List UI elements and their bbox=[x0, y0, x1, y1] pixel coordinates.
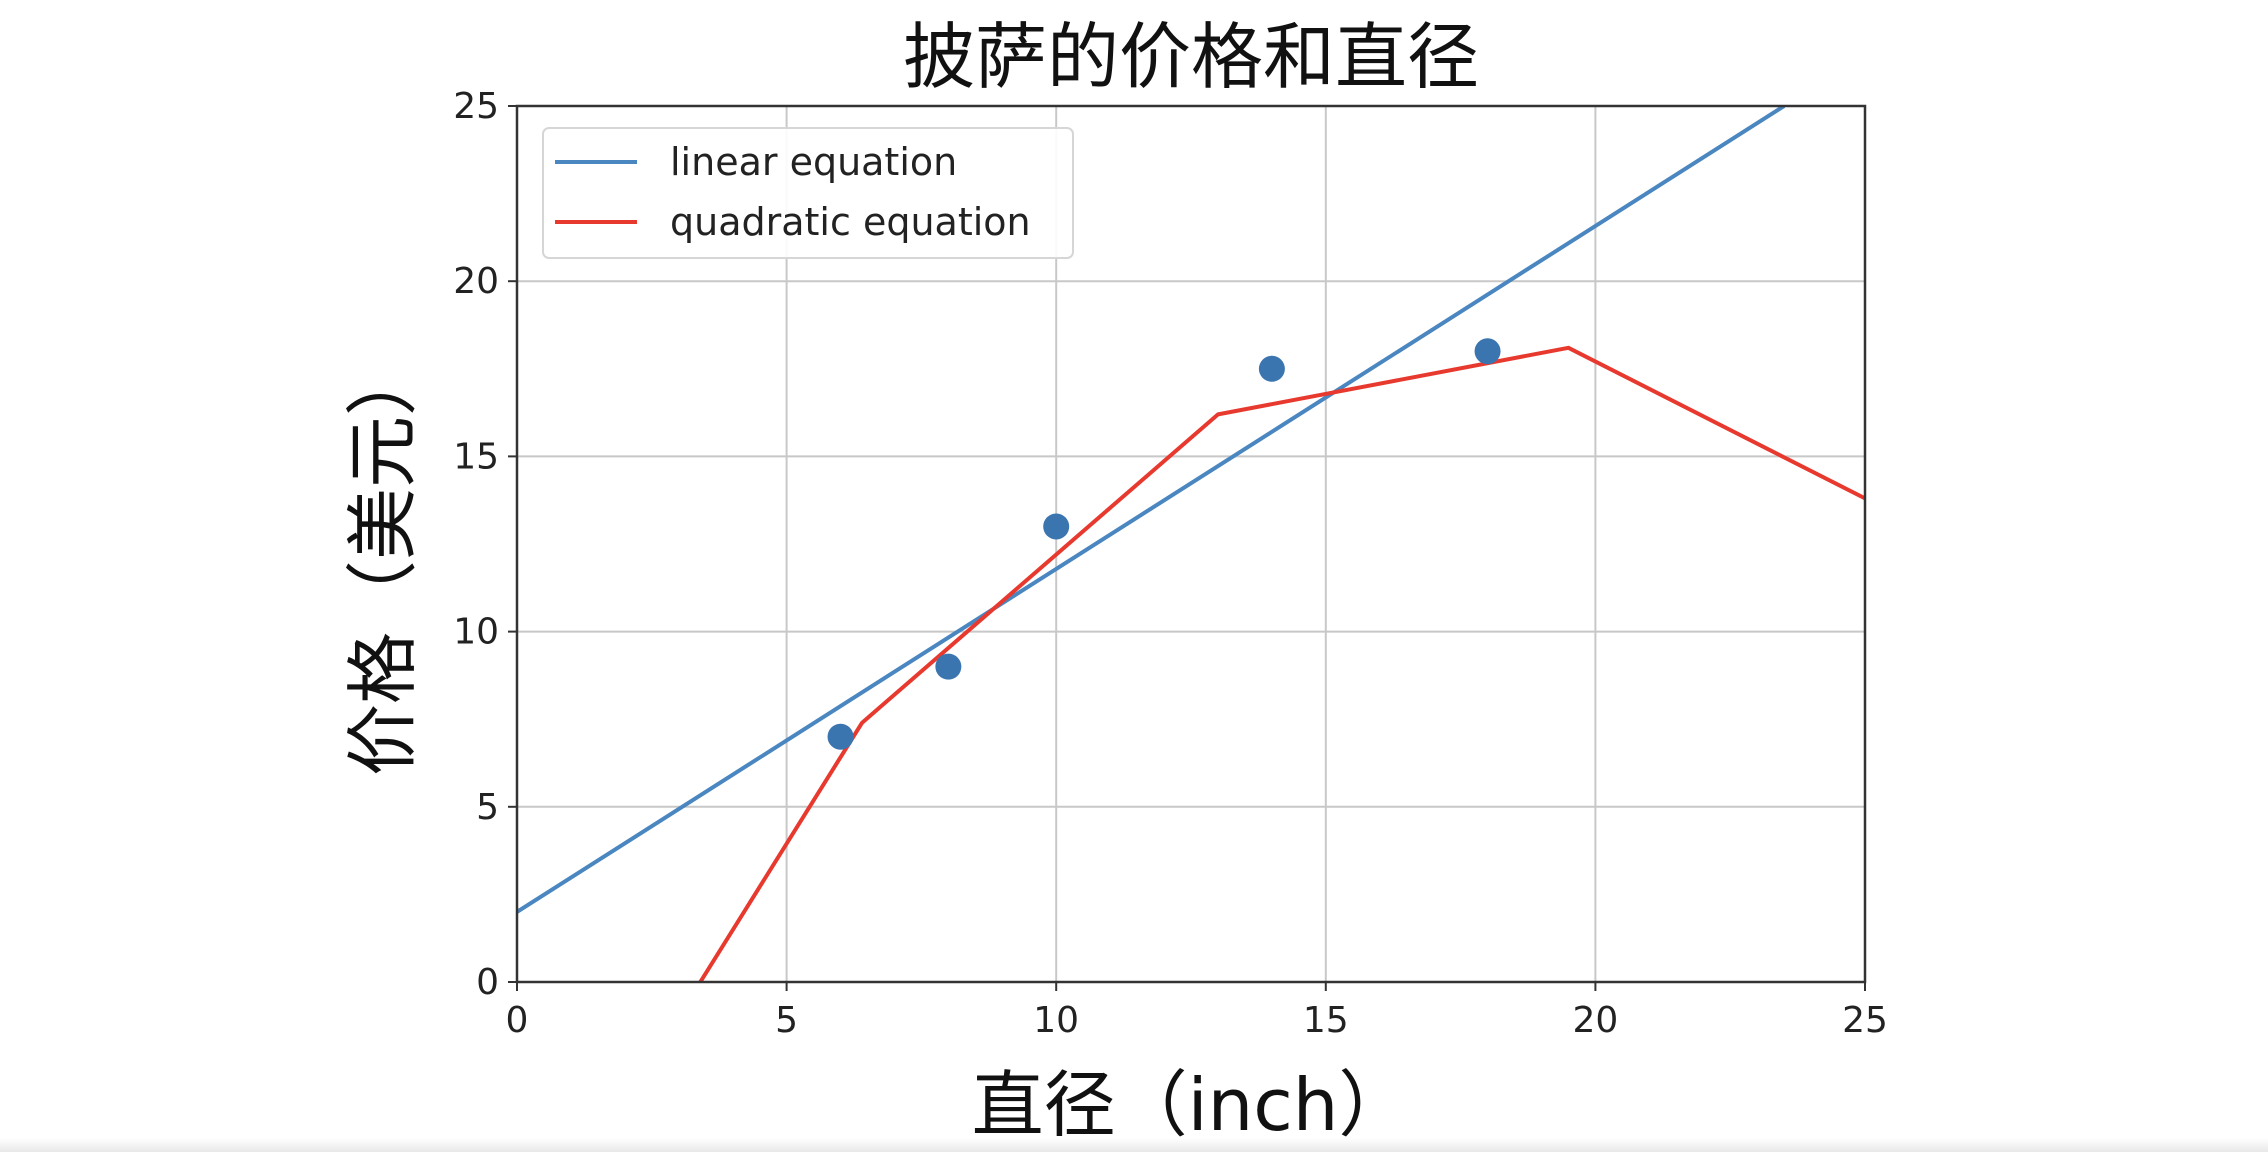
legend-label: linear equation bbox=[670, 140, 957, 184]
x-axis-label: 直径（inch） bbox=[972, 1063, 1411, 1147]
scatter-points bbox=[827, 338, 1501, 750]
x-tick-label: 25 bbox=[1842, 1000, 1888, 1041]
chart-title: 披萨的价格和直径 bbox=[903, 15, 1479, 99]
plot-frame bbox=[515, 104, 1867, 984]
series-line-linear bbox=[517, 106, 1786, 914]
data-point bbox=[1258, 355, 1285, 382]
data-point bbox=[827, 723, 854, 750]
series-lines bbox=[517, 106, 1865, 982]
y-tick-label: 10 bbox=[453, 612, 499, 653]
y-tick-label: 15 bbox=[453, 436, 499, 477]
x-tick-label: 5 bbox=[775, 1000, 798, 1041]
legend-box bbox=[542, 127, 1074, 259]
y-tick-label: 20 bbox=[453, 261, 499, 302]
bottom-edge-shadow bbox=[0, 1138, 2268, 1152]
y-tick-label: 5 bbox=[476, 787, 499, 828]
y-tick-label: 0 bbox=[476, 962, 499, 1003]
x-tick-label: 0 bbox=[506, 1000, 529, 1041]
data-point bbox=[935, 653, 962, 680]
x-tick-label: 20 bbox=[1572, 1000, 1618, 1041]
legend-label: quadratic equation bbox=[670, 200, 1031, 244]
x-tick-label: 15 bbox=[1303, 1000, 1349, 1041]
data-point bbox=[1474, 338, 1501, 365]
data-point bbox=[1043, 513, 1070, 540]
legend: linear equation quadratic equation bbox=[542, 127, 1074, 259]
y-axis-label: 价格（美元） bbox=[341, 344, 425, 776]
y-tick-label: 25 bbox=[453, 86, 499, 127]
series-line-quadratic bbox=[698, 345, 1865, 982]
x-tick-label: 10 bbox=[1033, 1000, 1079, 1041]
axis-ticks: 0 5 10 15 20 25 0 5 10 15 20 25 bbox=[453, 86, 1888, 1041]
